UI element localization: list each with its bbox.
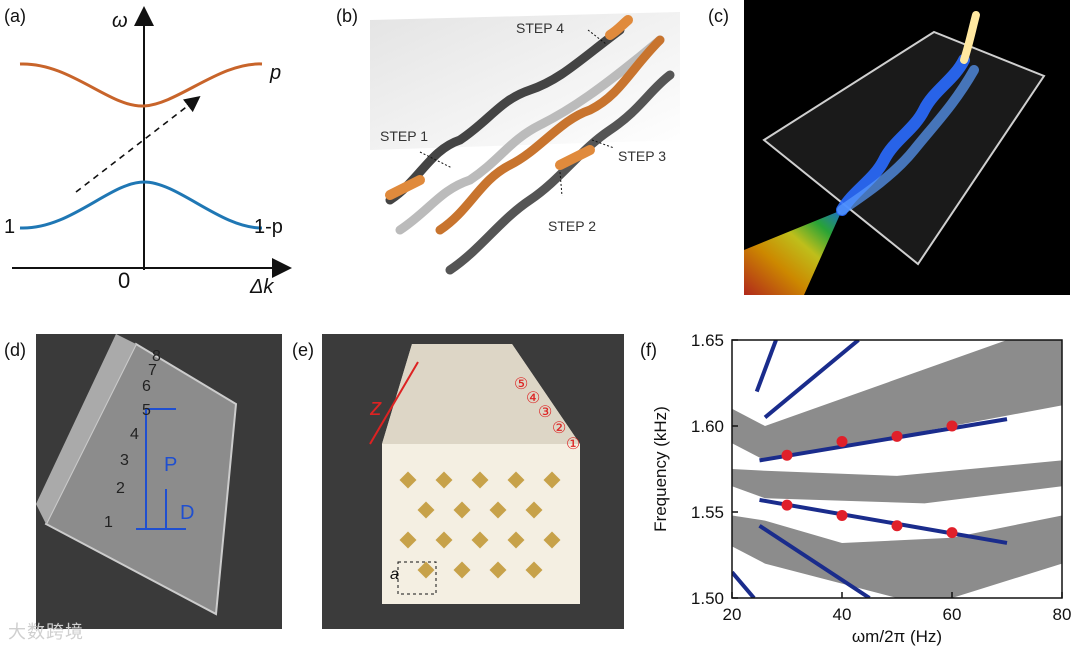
cell-number-3: 3 bbox=[120, 452, 129, 469]
cell-number-6: 6 bbox=[142, 378, 151, 395]
panel-label-f: (f) bbox=[640, 340, 657, 360]
step3-label: STEP 3 bbox=[618, 148, 666, 164]
cell-number-1: 1 bbox=[104, 514, 113, 531]
edge-state-line bbox=[763, 340, 860, 419]
circled-2: ② bbox=[552, 420, 567, 437]
panel-label-c: (c) bbox=[708, 6, 729, 26]
y-axis-label: ω bbox=[112, 10, 128, 32]
data-point-s2-4 bbox=[946, 527, 958, 539]
circled-4: ④ bbox=[526, 390, 541, 407]
edge-state-line bbox=[759, 497, 1008, 545]
dimension-D: D bbox=[180, 502, 195, 524]
origin-label: 0 bbox=[118, 268, 131, 293]
x-axis-title: ωm/2π (Hz) bbox=[852, 627, 942, 646]
y-tick-label: 1.50 bbox=[691, 589, 724, 608]
dimension-P: P bbox=[164, 454, 178, 476]
x-tick-label: 80 bbox=[1053, 605, 1072, 624]
panel-e: (e) z a ① ② ③ ④ ⑤ bbox=[290, 334, 630, 634]
band-structure-chart: 20 40 60 80 1.50 1.55 1.60 1.65 ωm/2π (Hz) Freque… bbox=[651, 331, 1072, 646]
panel-d: (d) P D 1 2 3 4 5 6 7 8 bbox=[0, 334, 290, 634]
band-gap bbox=[732, 486, 1062, 543]
data-point-s2-3 bbox=[891, 520, 903, 532]
x-tick-label: 60 bbox=[943, 605, 962, 624]
panel-b: (b) STEP 1 STEP 2 STEP 3 STEP 4 bbox=[330, 0, 710, 300]
cell-number-4: 4 bbox=[130, 426, 139, 443]
left-value-label: 1 bbox=[4, 216, 16, 238]
panel-label-e: (e) bbox=[292, 340, 314, 360]
data-point-s1-3 bbox=[891, 430, 903, 442]
edge-state-line bbox=[732, 570, 756, 598]
step1-label: STEP 1 bbox=[380, 128, 428, 144]
cell-number-8: 8 bbox=[152, 348, 161, 365]
acoustic-waveguide-photo bbox=[36, 334, 282, 629]
band-gap bbox=[732, 340, 1007, 426]
watermark: 大数跨境 bbox=[8, 622, 84, 643]
cell-size-label: a bbox=[390, 566, 399, 583]
band-diagram bbox=[12, 6, 292, 278]
transition-arrow bbox=[75, 96, 201, 193]
band-gap bbox=[952, 563, 1062, 598]
plot-frame bbox=[731, 339, 1063, 599]
cell-number-2: 2 bbox=[116, 480, 125, 497]
lower-band-curve bbox=[19, 180, 263, 230]
upper-band-label: p bbox=[270, 62, 282, 84]
waveguide-illustration bbox=[370, 12, 680, 275]
upper-band-curve bbox=[19, 62, 263, 108]
step2-label: STEP 2 bbox=[548, 218, 596, 234]
panel-f: (f) 20 40 60 80 1.50 1.55 1.60 1.65 ωm/2π (Hz) Fr… bbox=[640, 331, 1080, 646]
step4-label: STEP 4 bbox=[516, 20, 564, 36]
cell-number-7: 7 bbox=[148, 362, 157, 379]
panel-c: (c) bbox=[708, 0, 1070, 300]
circled-1: ① bbox=[566, 436, 581, 453]
edge-state-line bbox=[758, 524, 871, 598]
data-point-s2-1 bbox=[781, 499, 793, 511]
y-tick-label: 1.60 bbox=[691, 417, 724, 436]
panel-label-b: (b) bbox=[336, 6, 358, 26]
data-point-s1-1 bbox=[781, 449, 793, 461]
data-point-s2-2 bbox=[836, 509, 848, 521]
circled-5: ⑤ bbox=[514, 376, 529, 393]
panel-label-d: (d) bbox=[4, 340, 26, 360]
lower-band-label: 1-p bbox=[254, 216, 283, 238]
y-tick-label: 1.55 bbox=[691, 503, 724, 522]
edge-state-line bbox=[754, 340, 778, 393]
z-axis-label: z bbox=[370, 394, 382, 421]
data-point-s1-2 bbox=[836, 435, 848, 447]
x-tick-label: 40 bbox=[833, 605, 852, 624]
x-tick-label: 20 bbox=[723, 605, 742, 624]
photonic-chip-image bbox=[744, 0, 1070, 295]
plot-area bbox=[732, 340, 1062, 598]
circled-3: ③ bbox=[538, 404, 553, 421]
3d-printed-sample-photo bbox=[322, 334, 624, 629]
panel-a: (a) ω Δk 0 p 1 1-p bbox=[0, 0, 300, 300]
y-tick-label: 1.65 bbox=[691, 334, 724, 350]
band-gap bbox=[732, 546, 897, 598]
data-point-s1-4 bbox=[946, 420, 958, 432]
cell-number-5: 5 bbox=[142, 402, 151, 419]
panel-label-a: (a) bbox=[4, 6, 26, 26]
edge-state-line bbox=[759, 417, 1008, 463]
y-axis-title: Frequency (kHz) bbox=[651, 406, 670, 532]
x-axis-label: Δk bbox=[250, 276, 274, 298]
